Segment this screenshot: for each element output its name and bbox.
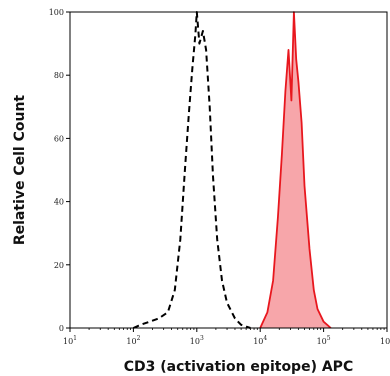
x-tick-label: 103 — [190, 335, 204, 346]
series-1-area — [260, 12, 331, 328]
x-tick-label: 106 — [380, 335, 390, 346]
x-tick-label: 101 — [63, 335, 77, 346]
x-axis-ticks: 101 102 103 104 105 106 — [63, 328, 390, 346]
y-tick-label: 0 — [59, 324, 64, 333]
series-0-line — [132, 11, 251, 329]
y-axis-ticks: 0 20 40 60 80 100 — [49, 8, 70, 333]
y-axis-title: Relative Cell Count — [12, 95, 28, 246]
x-tick-label: 104 — [253, 335, 267, 346]
y-tick-label: 40 — [54, 198, 64, 207]
y-tick-label: 80 — [54, 71, 64, 80]
x-axis-title: CD3 (activation epitope) APC — [124, 359, 353, 375]
x-tick-label: 102 — [126, 335, 140, 346]
plot-frame — [69, 11, 388, 329]
plot-marks — [132, 11, 332, 329]
y-tick-label: 100 — [49, 8, 64, 17]
x-tick-label: 105 — [317, 335, 331, 346]
series-1-line — [259, 11, 332, 329]
y-tick-label: 60 — [54, 134, 64, 143]
y-tick-label: 20 — [54, 261, 64, 270]
